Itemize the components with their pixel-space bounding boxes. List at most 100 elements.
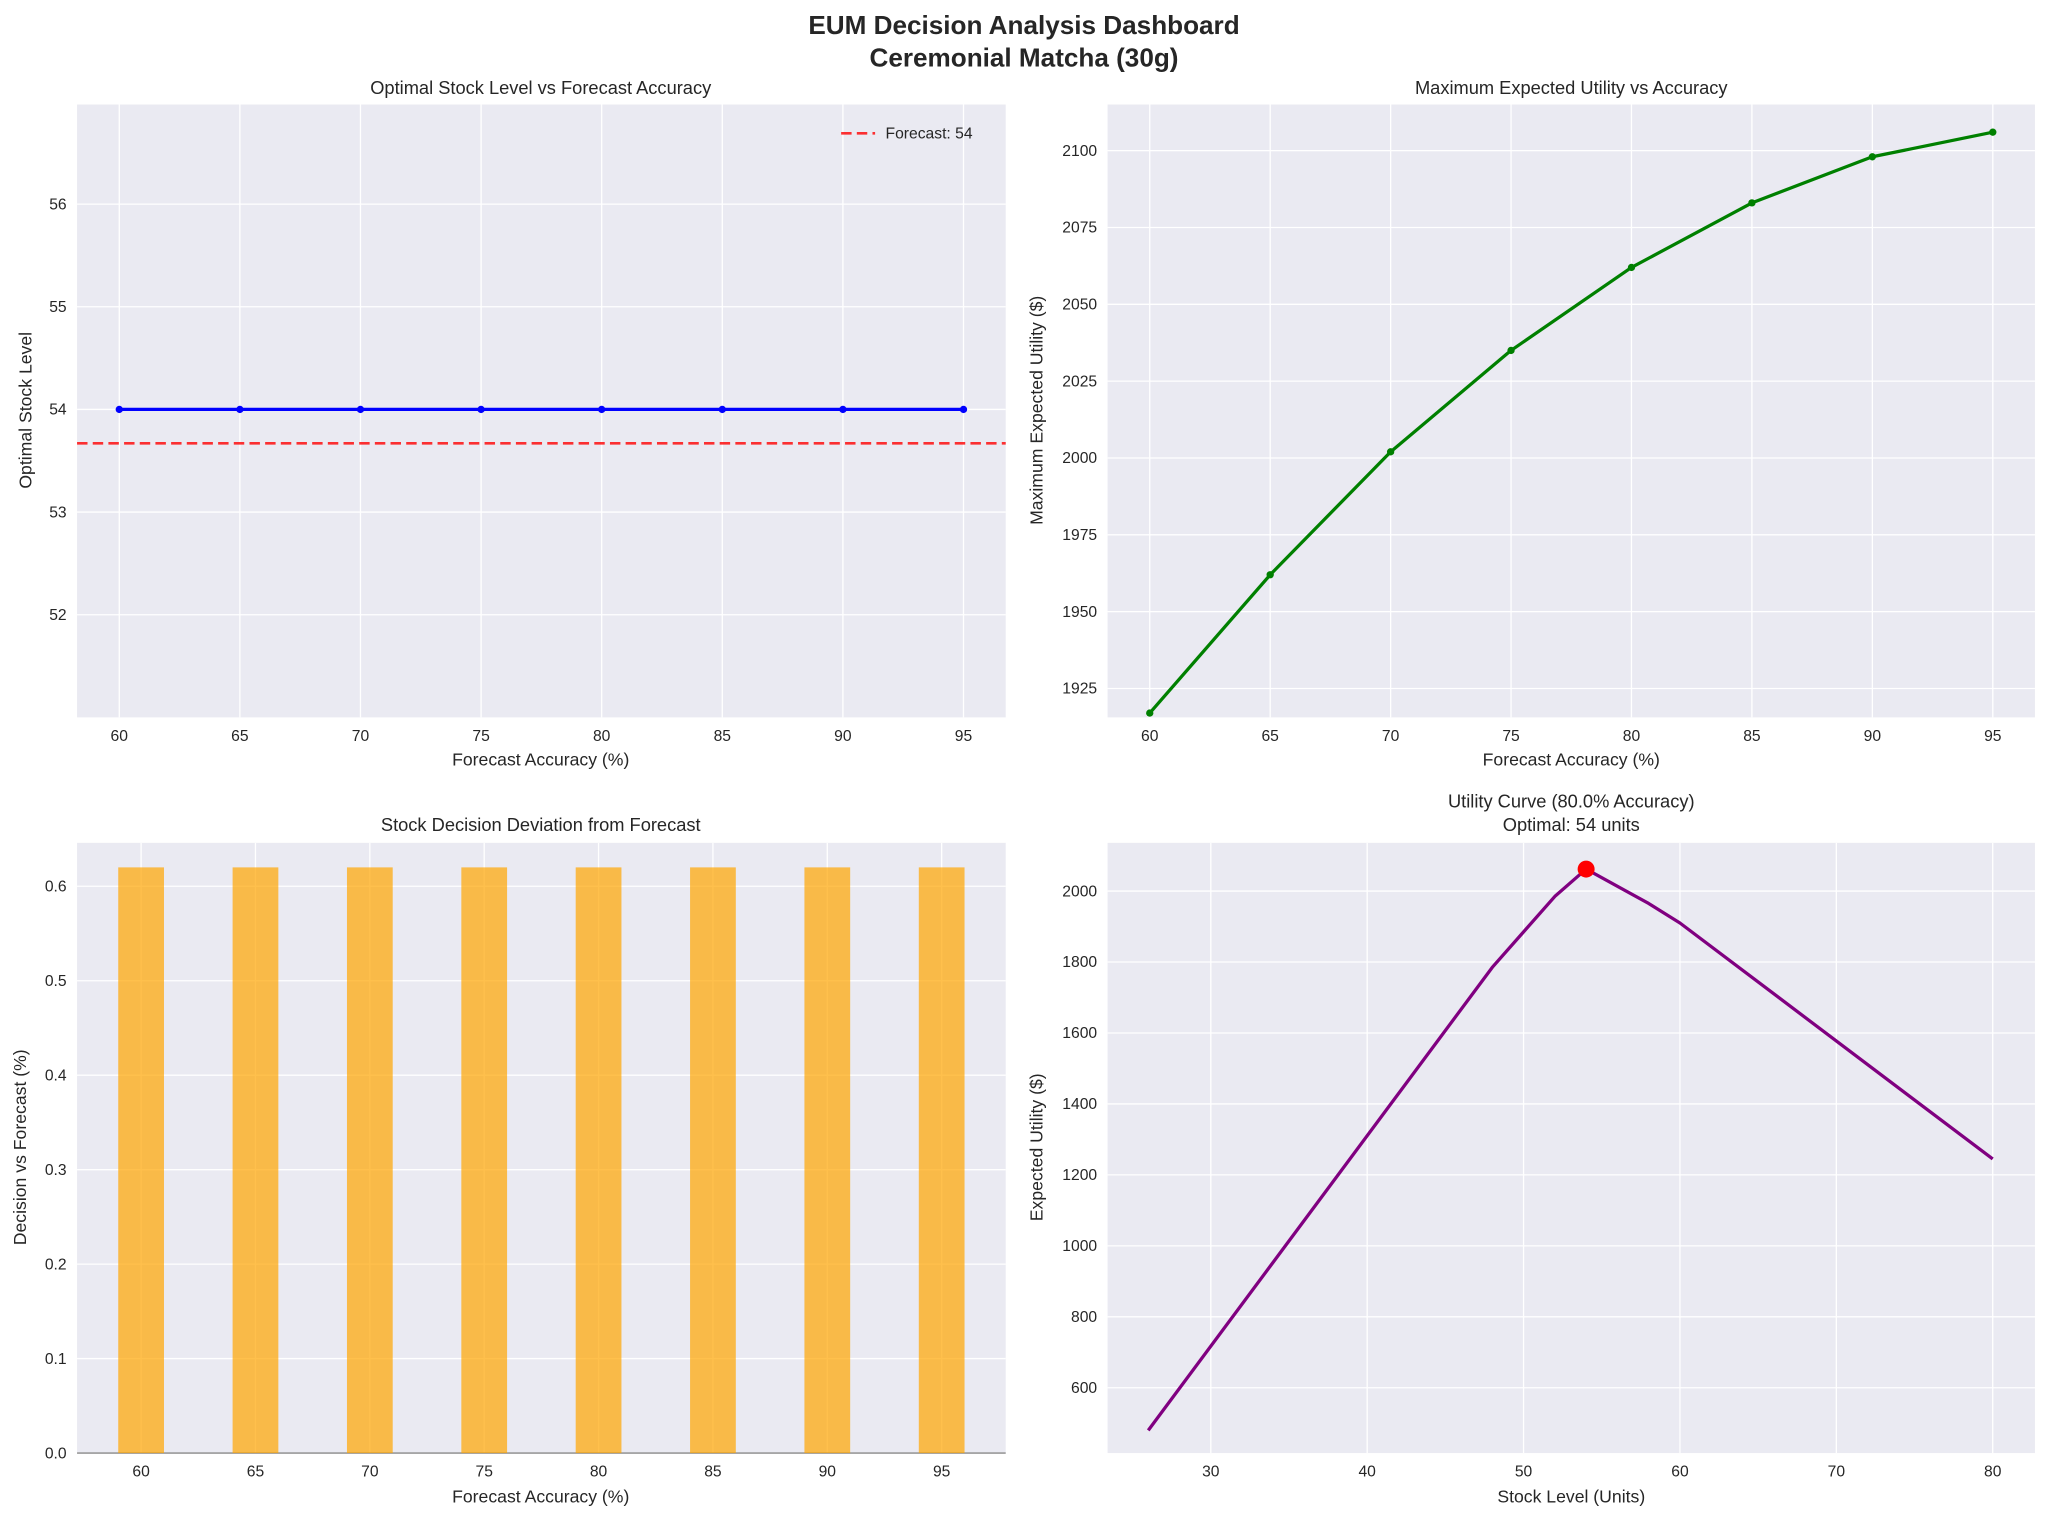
x-tick-label: 85 xyxy=(714,728,732,745)
y-tick-label: 2000 xyxy=(1062,450,1097,467)
x-tick-label: 85 xyxy=(704,1464,722,1481)
panel4-subtitle: Optimal: 54 units xyxy=(1503,814,1640,835)
x-tick-label: 30 xyxy=(1202,1464,1220,1481)
y-tick-label: 600 xyxy=(1071,1380,1097,1397)
x-tick-label: 80 xyxy=(593,728,611,745)
panel-4: 30 40 50 60 70 80 600 800 1000 1200 1400 1600 1800 20… xyxy=(1062,842,2035,1481)
y-tick-label: 55 xyxy=(49,299,67,316)
legend-label: Forecast: 54 xyxy=(886,126,973,143)
data-point xyxy=(1868,153,1877,161)
y-tick-label: 0.4 xyxy=(45,1067,67,1084)
bar xyxy=(804,867,851,1454)
x-tick-label: 70 xyxy=(361,1464,379,1481)
series-line xyxy=(1148,130,1994,715)
x-tick-label: 50 xyxy=(1515,1464,1533,1481)
panel3-title: Stock Decision Deviation from Forecast xyxy=(381,814,701,835)
y-tick-label: 2075 xyxy=(1062,220,1097,237)
legend: Forecast: 54 xyxy=(841,126,973,143)
y-tick-label: 800 xyxy=(1071,1309,1097,1326)
suptitle-line1: EUM Decision Analysis Dashboard xyxy=(808,10,1239,40)
y-tick-label: 52 xyxy=(49,607,66,624)
x-tick-label: 40 xyxy=(1358,1464,1376,1481)
y-tick-label: 1975 xyxy=(1062,527,1097,544)
panel2-xlabel: Forecast Accuracy (%) xyxy=(1483,750,1660,770)
x-tick-label: 70 xyxy=(352,728,370,745)
x-tick-label: 70 xyxy=(1382,728,1400,745)
y-tick-label: 0.2 xyxy=(45,1256,67,1273)
y-tick-label: 56 xyxy=(49,196,67,213)
y-tick-label: 1925 xyxy=(1062,681,1097,698)
x-tick-label: 70 xyxy=(1828,1464,1846,1481)
y-tick-label: 1800 xyxy=(1062,954,1097,971)
optimal-point-marker xyxy=(1577,860,1595,878)
bar xyxy=(575,867,622,1454)
x-tick-label: 65 xyxy=(1261,728,1279,745)
data-point xyxy=(1627,263,1636,272)
y-tick-label: 0.1 xyxy=(45,1351,67,1368)
x-tick-label: 90 xyxy=(819,1464,837,1481)
data-point xyxy=(1748,199,1756,207)
x-tick-label: 95 xyxy=(955,728,973,745)
y-tick-label: 1400 xyxy=(1062,1096,1097,1113)
y-tick-label: 54 xyxy=(49,402,67,419)
bar xyxy=(118,867,164,1454)
y-tick-label: 2025 xyxy=(1062,373,1097,390)
data-point xyxy=(477,405,485,414)
data-point xyxy=(1146,709,1154,717)
panel-1: 60 65 70 75 80 85 90 95 52 53 54 55 56 Forecast: 54 xyxy=(49,104,1006,745)
data-point xyxy=(1266,571,1274,579)
panel4-ylabel: Expected Utility ($) xyxy=(1026,1073,1046,1221)
x-tick-label: 65 xyxy=(231,728,249,745)
plot-area xyxy=(1107,104,2035,718)
suptitle-line2: Ceremonial Matcha (30g) xyxy=(870,43,1179,73)
y-tick-label: 1600 xyxy=(1062,1025,1097,1042)
panel4-xlabel: Stock Level (Units) xyxy=(1497,1487,1645,1507)
panel3-ylabel: Decision vs Forecast (%) xyxy=(10,1049,30,1245)
x-tick-label: 60 xyxy=(1671,1464,1689,1481)
panel1-title: Optimal Stock Level vs Forecast Accuracy xyxy=(370,77,712,98)
data-point xyxy=(115,405,123,414)
panel3-xlabel: Forecast Accuracy (%) xyxy=(452,1487,629,1507)
data-point xyxy=(839,405,847,414)
x-tick-label: 60 xyxy=(111,728,129,745)
y-tick-label: 1000 xyxy=(1062,1238,1097,1255)
x-tick-label: 95 xyxy=(1984,728,2002,745)
panel-3: 60 65 70 75 80 85 90 95 0.0 0.1 0.2 0.3 0.4 0.5 0.6 xyxy=(45,842,1006,1481)
data-point xyxy=(356,405,365,414)
x-tick-label: 80 xyxy=(1984,1464,2002,1481)
x-tick-label: 65 xyxy=(247,1464,265,1481)
x-tick-label: 75 xyxy=(475,1464,493,1481)
data-point xyxy=(1386,448,1395,456)
x-tick-label: 75 xyxy=(472,728,490,745)
y-tick-label: 2100 xyxy=(1062,143,1097,160)
panel2-title: Maximum Expected Utility vs Accuracy xyxy=(1415,77,1728,98)
y-tick-label: 1200 xyxy=(1062,1167,1097,1184)
y-tick-label: 0.3 xyxy=(45,1162,67,1179)
y-tick-label: 1950 xyxy=(1062,604,1097,621)
x-tick-label: 80 xyxy=(590,1464,608,1481)
data-point xyxy=(1989,128,1997,136)
bar xyxy=(346,867,393,1454)
panel-2: 60 65 70 75 80 85 90 95 1925 1950 1975 2000 2025 2050… xyxy=(1062,104,2035,745)
x-tick-label: 60 xyxy=(1141,728,1159,745)
x-tick-label: 90 xyxy=(1864,728,1882,745)
panel1-xlabel: Forecast Accuracy (%) xyxy=(452,750,629,770)
bar xyxy=(461,867,508,1454)
bar xyxy=(918,867,965,1454)
bar xyxy=(232,867,279,1454)
panel4-title: Utility Curve (80.0% Accuracy) xyxy=(1448,791,1695,812)
y-tick-label: 2000 xyxy=(1062,883,1097,900)
plot-area xyxy=(1107,842,2035,1454)
data-point xyxy=(1507,346,1515,355)
y-tick-label: 0.0 xyxy=(45,1445,67,1462)
y-tick-label: 0.6 xyxy=(45,878,67,895)
panel1-ylabel: Optimal Stock Level xyxy=(15,332,35,489)
bar xyxy=(690,867,736,1454)
x-tick-label: 95 xyxy=(933,1464,951,1481)
x-tick-label: 80 xyxy=(1623,728,1641,745)
data-point xyxy=(959,405,968,414)
data-point xyxy=(718,405,726,414)
x-tick-label: 75 xyxy=(1502,728,1520,745)
plot-area xyxy=(77,842,1006,1454)
